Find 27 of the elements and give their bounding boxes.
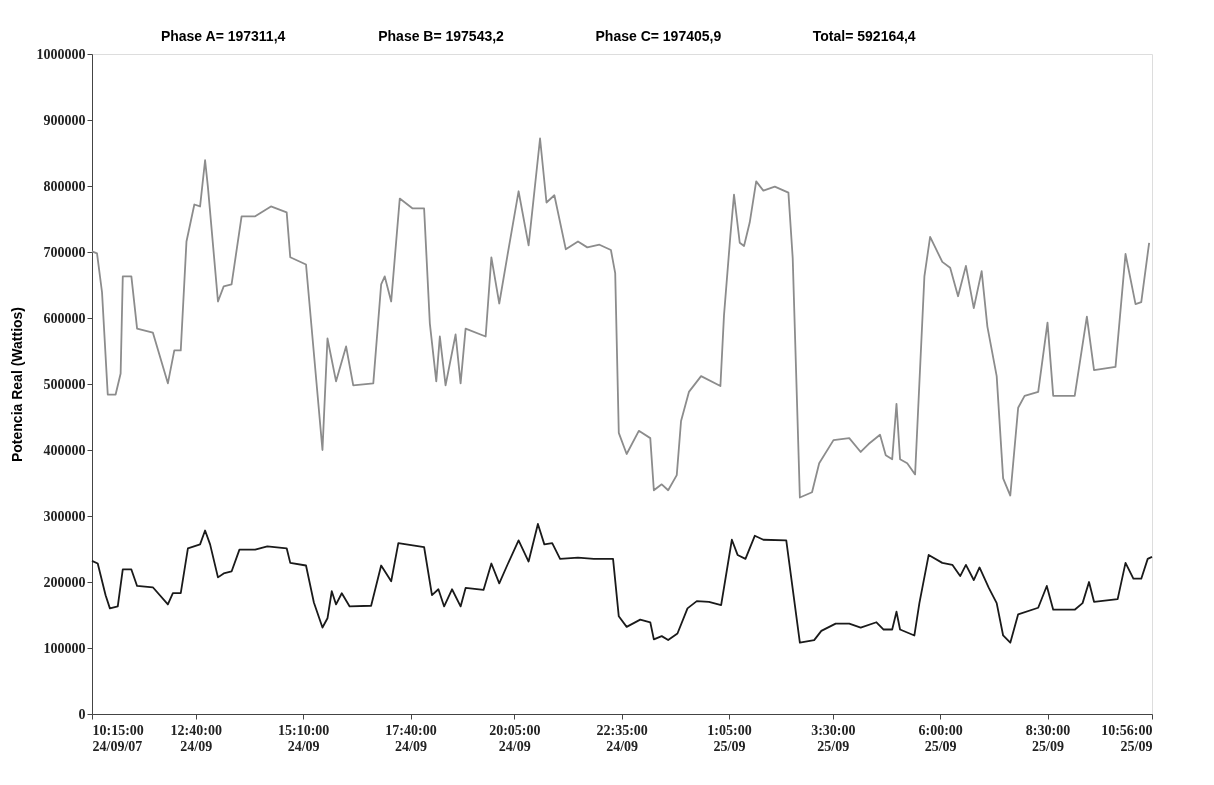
x-tick-label: 17:40:00 24/09 (385, 722, 437, 754)
y-tick-label: 500000 (43, 376, 86, 392)
x-tick-label: 8:30:00 25/09 (1025, 722, 1071, 754)
y-tick-label: 700000 (43, 244, 86, 260)
x-tick-label: 12:40:00 24/09 (170, 722, 222, 754)
x-tick-label: 10:56:00 25/09 (1101, 722, 1153, 754)
x-tick-label: 20:05:00 24/09 (489, 722, 541, 754)
x-tick-label: 22:35:00 24/09 (596, 722, 648, 754)
x-tick-label: 6:00:00 25/09 (918, 722, 963, 754)
y-tick-label: 1000000 (36, 46, 86, 62)
y-tick-label: 400000 (43, 442, 86, 458)
y-tick-label: 100000 (43, 640, 86, 656)
y-tick-label: 0 (78, 706, 86, 722)
x-tick-label: 1:05:00 25/09 (707, 722, 752, 754)
x-tick-label: 3:30:00 25/09 (811, 722, 856, 754)
text: Phase C= 197405,9 (595, 28, 722, 44)
text: Total= 592164,4 (812, 28, 916, 44)
text: Phase A= 197311,4 (160, 28, 286, 44)
text: Phase B= 197543,2 (378, 28, 505, 44)
y-tick-label: 300000 (43, 508, 86, 524)
y-tick-label: 800000 (43, 178, 86, 194)
y-tick-label: 900000 (43, 112, 86, 128)
y-axis-title: Potencia Real (Wattios) (8, 306, 25, 463)
x-tick-label: 10:15:00 24/09/07 (92, 722, 144, 754)
y-tick-label: 200000 (43, 574, 86, 590)
y-tick-label: 600000 (43, 310, 86, 326)
x-tick-label: 15:10:00 24/09 (277, 722, 330, 754)
